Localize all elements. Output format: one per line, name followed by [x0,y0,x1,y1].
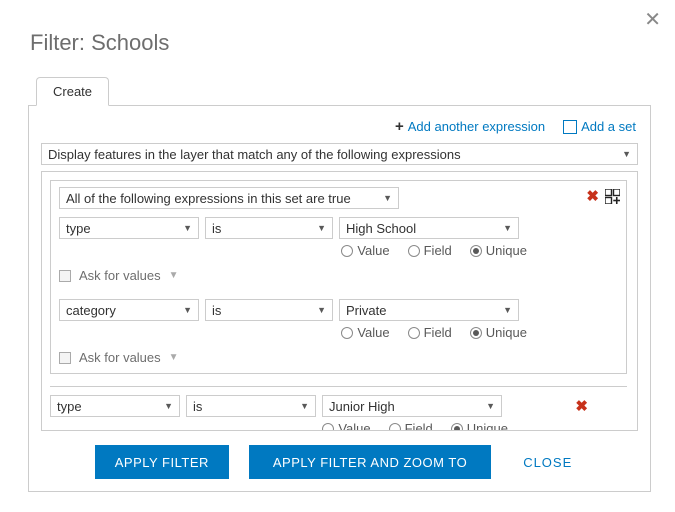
field-select[interactable]: category ▼ [59,299,199,321]
value-select[interactable]: Private ▼ [339,299,519,321]
tab-create[interactable]: Create [36,77,109,106]
expression-set: ✖ All of the following expressions in th… [50,180,627,374]
value-type-field[interactable]: Field [408,325,452,340]
tabstrip: Create [28,76,651,106]
ask-values-label: Ask for values [79,268,161,283]
value-type-value[interactable]: Value [341,243,389,258]
match-rule-row: Display features in the layer that match… [41,143,638,165]
chevron-down-icon: ▼ [183,305,192,315]
dialog-title: Filter: Schools [30,30,651,56]
close-icon[interactable]: ✕ [644,10,661,30]
chevron-down-icon: ▼ [317,305,326,315]
value-type-options: Value Field Unique [59,243,529,258]
add-set-link[interactable]: Add a set [563,119,636,134]
chevron-down-icon: ▼ [164,401,173,411]
delete-expression-icon[interactable]: ✖ [575,397,588,415]
chevron-down-icon[interactable]: ▼ [169,270,179,281]
chevron-down-icon: ▼ [486,401,495,411]
chevron-down-icon: ▼ [503,305,512,315]
value-type-field[interactable]: Field [408,243,452,258]
chevron-down-icon[interactable]: ▼ [169,352,179,363]
value-select[interactable]: High School ▼ [339,217,519,239]
chevron-down-icon: ▼ [300,401,309,411]
operator-value: is [212,221,221,236]
field-select[interactable]: type ▼ [50,395,180,417]
panel-toolbar: + Add another expression Add a set [41,116,638,143]
value-text: High School [346,221,416,236]
field-value: type [57,399,82,414]
square-icon [563,120,577,134]
ask-values-label: Ask for values [79,350,161,365]
expression-row: type ▼ is ▼ Junior High ▼ ✖ [50,395,627,431]
match-rule-select[interactable]: Display features in the layer that match… [41,143,638,165]
divider [50,386,627,387]
value-text: Private [346,303,386,318]
operator-select[interactable]: is ▼ [205,299,333,321]
close-button[interactable]: CLOSE [511,455,584,470]
chevron-down-icon: ▼ [622,149,631,159]
chevron-down-icon: ▼ [383,193,392,203]
ask-values-checkbox[interactable] [59,270,71,282]
apply-filter-zoom-button[interactable]: APPLY FILTER AND ZOOM TO [249,445,491,479]
ask-values-row: Ask for values ▼ [59,268,618,283]
operator-value: is [212,303,221,318]
delete-set-icon[interactable]: ✖ [586,187,599,205]
value-select[interactable]: Junior High ▼ [322,395,502,417]
value-type-options: Value Field Unique [50,421,510,431]
set-rule-value: All of the following expressions in this… [66,191,351,206]
ask-values-checkbox[interactable] [59,352,71,364]
expression-row: type ▼ is ▼ High School ▼ [59,217,618,239]
operator-value: is [193,399,202,414]
operator-select[interactable]: is ▼ [205,217,333,239]
match-rule-value: Display features in the layer that match… [48,147,461,162]
add-expression-label: Add another expression [408,119,545,134]
chevron-down-icon: ▼ [317,223,326,233]
ask-values-row: Ask for values ▼ [59,350,618,365]
value-type-field[interactable]: Field [389,421,433,431]
add-expression-link[interactable]: + Add another expression [395,118,545,135]
expressions-scrollpane[interactable]: ✖ All of the following expressions in th… [41,171,638,431]
chevron-down-icon: ▼ [503,223,512,233]
add-expression-to-set-icon[interactable] [605,189,620,204]
value-type-value[interactable]: Value [322,421,370,431]
value-type-unique[interactable]: Unique [470,243,527,258]
value-type-value[interactable]: Value [341,325,389,340]
filter-dialog: ✕ Filter: Schools Create + Add another e… [0,0,675,512]
set-rule-select[interactable]: All of the following expressions in this… [59,187,399,209]
value-type-unique[interactable]: Unique [451,421,508,431]
add-set-label: Add a set [581,119,636,134]
operator-select[interactable]: is ▼ [186,395,316,417]
expression-row: category ▼ is ▼ Private ▼ [59,299,618,321]
apply-filter-button[interactable]: APPLY FILTER [95,445,229,479]
value-text: Junior High [329,399,395,414]
chevron-down-icon: ▼ [183,223,192,233]
filter-panel: + Add another expression Add a set Displ… [28,106,651,492]
field-value: category [66,303,116,318]
dialog-footer: APPLY FILTER APPLY FILTER AND ZOOM TO CL… [41,445,638,479]
field-select[interactable]: type ▼ [59,217,199,239]
field-value: type [66,221,91,236]
value-type-unique[interactable]: Unique [470,325,527,340]
value-type-options: Value Field Unique [59,325,529,340]
plus-icon: + [395,118,404,135]
